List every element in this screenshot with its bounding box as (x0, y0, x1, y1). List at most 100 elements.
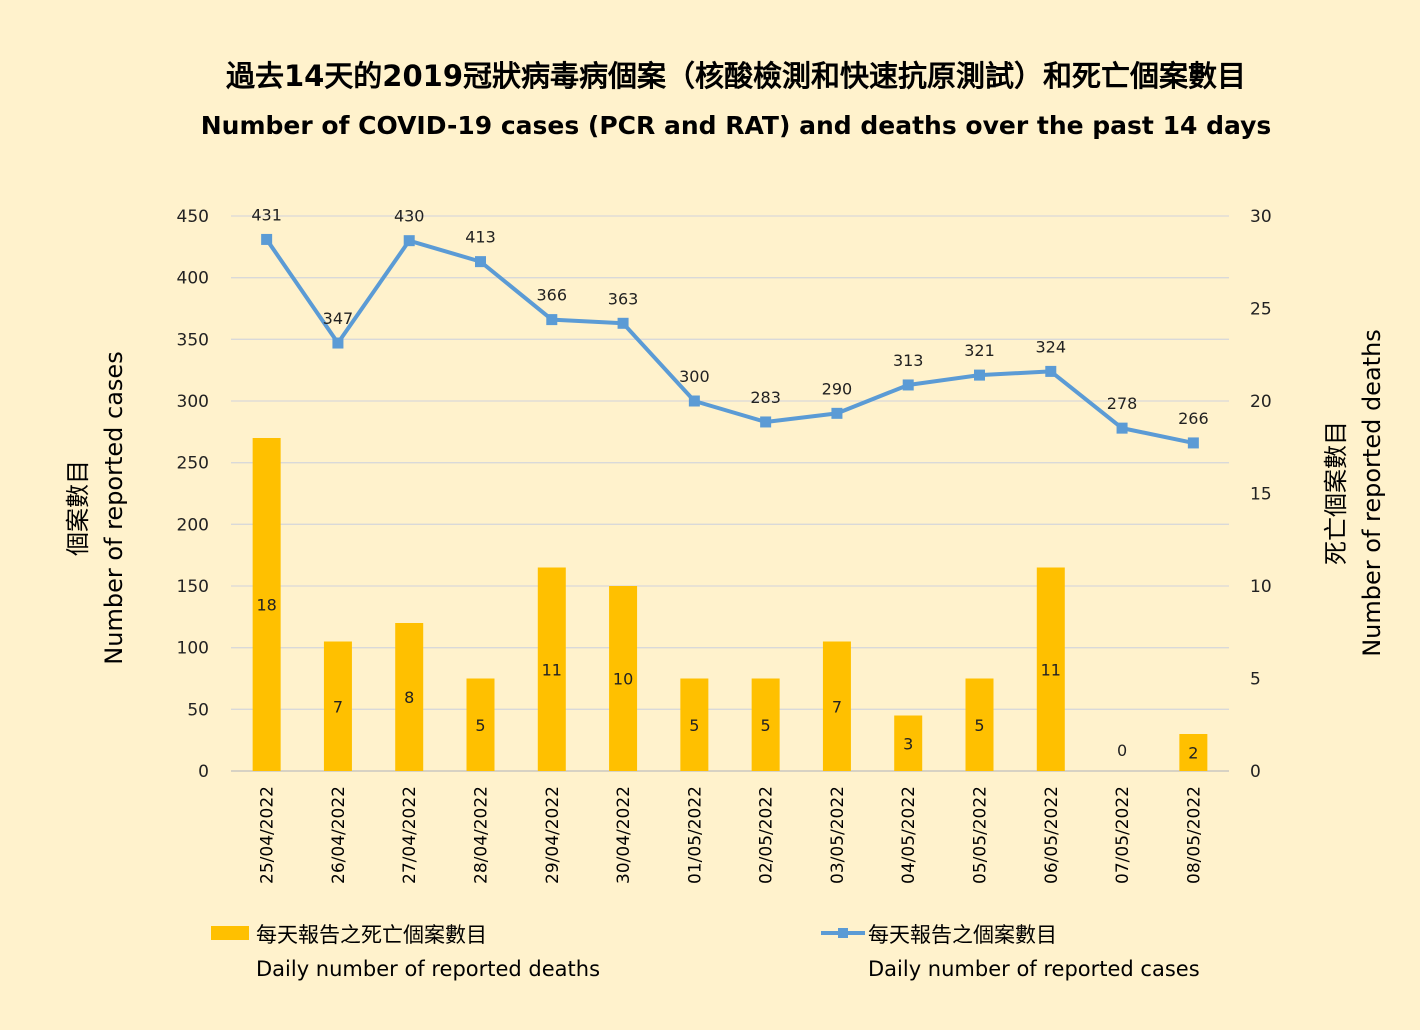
death-bar (466, 678, 495, 771)
x-tick-label: 29/04/2022 (543, 786, 563, 884)
death-bar (894, 715, 923, 771)
death-bar (609, 586, 638, 771)
death-bar-label: 8 (404, 688, 414, 707)
death-bar-label: 18 (256, 596, 276, 615)
death-bar-label: 5 (761, 716, 771, 735)
death-bar (680, 678, 709, 771)
x-tick-label: 04/05/2022 (899, 786, 919, 884)
cases-marker (974, 369, 985, 381)
x-axis-ticks: 25/04/2022 26/04/2022 27/04/2022 28/04/2022… (258, 786, 1205, 884)
right-tick-label: 0 (1250, 762, 1261, 782)
x-tick-label: 02/05/2022 (757, 786, 777, 884)
death-bar-label: 0 (1117, 741, 1127, 760)
left-tick-label: 100 (177, 639, 209, 659)
right-tick-label: 25 (1250, 300, 1272, 320)
cases-marker (1187, 437, 1199, 449)
cases-point-label: 283 (750, 388, 781, 407)
cases-point-label: 430 (394, 207, 425, 226)
cases-point-label: 300 (679, 367, 710, 386)
cases-point-label: 266 (1178, 409, 1209, 428)
cases-marker (617, 317, 629, 329)
legend-deaths-swatch (211, 926, 249, 940)
death-bar (323, 641, 352, 771)
cases-marker (760, 416, 772, 428)
cases-line-labels: 431 347 430 413 366 363 300 283 290 313 321 324 278 2… (251, 205, 1208, 427)
legend-cases-marker (838, 928, 848, 938)
cases-marker (403, 235, 415, 247)
x-tick-label: 26/04/2022 (329, 786, 349, 884)
death-bar (751, 678, 780, 771)
death-bar (252, 438, 281, 771)
gridlines (231, 215, 1229, 772)
cases-point-label: 431 (251, 205, 282, 224)
legend-cases-en: Daily number of reported cases (868, 957, 1200, 981)
x-tick-label: 08/05/2022 (1184, 786, 1204, 884)
left-axis-label-en: Number of reported cases (100, 351, 128, 664)
right-axis-label-zh: 死亡個案數目 (1322, 421, 1350, 565)
cases-marker (1116, 422, 1128, 434)
x-tick-label: 03/05/2022 (828, 786, 848, 884)
x-tick-label: 25/04/2022 (258, 786, 278, 884)
left-tick-label: 450 (177, 207, 209, 227)
cases-marker (831, 407, 843, 419)
chart-title: 過去14天的2019冠狀病毒病個案（核酸檢測和快速抗原測試）和死亡個案數目 (226, 59, 1246, 93)
left-tick-label: 350 (177, 330, 209, 350)
right-axis-label-en: Number of reported deaths (1358, 329, 1386, 657)
cases-line (261, 233, 1199, 449)
death-bar (537, 567, 566, 771)
death-bar-label: 11 (542, 660, 562, 679)
death-bar-label: 3 (903, 734, 913, 753)
cases-marker (261, 233, 273, 245)
left-tick-label: 150 (177, 577, 209, 597)
legend: 每天報告之死亡個案數目 Daily number of reported dea… (211, 923, 1200, 981)
right-tick-label: 30 (1250, 207, 1272, 227)
right-tick-label: 5 (1250, 670, 1261, 690)
left-tick-label: 250 (177, 454, 209, 474)
cases-polyline (264, 238, 1194, 445)
left-axis-ticks: 0 50 100 150 200 250 300 350 400 450 (177, 207, 209, 782)
legend-cases-zh: 每天報告之個案數目 (868, 923, 1057, 947)
x-tick-label: 27/04/2022 (400, 786, 420, 884)
x-tick-label: 30/04/2022 (614, 786, 634, 884)
death-bar (1179, 734, 1208, 771)
death-bar-label: 5 (475, 716, 485, 735)
right-axis-ticks: 0 5 10 15 20 25 30 (1250, 207, 1272, 782)
legend-deaths-zh: 每天報告之死亡個案數目 (256, 923, 487, 947)
right-tick-label: 15 (1250, 485, 1272, 505)
x-tick-label: 28/04/2022 (472, 786, 492, 884)
left-axis-label-zh: 個案數目 (64, 460, 92, 556)
chart-subtitle: Number of COVID-19 cases (PCR and RAT) a… (201, 111, 1272, 140)
cases-point-label: 347 (323, 309, 354, 328)
death-bar-label: 7 (333, 697, 343, 716)
left-tick-label: 400 (177, 269, 209, 289)
right-axis-title: 死亡個案數目 Number of reported deaths (1322, 329, 1386, 657)
cases-point-label: 278 (1107, 394, 1138, 413)
death-bar (395, 623, 424, 771)
death-bar (965, 678, 994, 771)
cases-marker (332, 337, 344, 349)
death-bar (1036, 567, 1065, 771)
cases-marker (546, 314, 558, 326)
x-tick-label: 05/05/2022 (971, 786, 991, 884)
x-tick-label: 01/05/2022 (685, 786, 705, 884)
death-bar-label: 10 (613, 670, 633, 689)
legend-deaths-en: Daily number of reported deaths (256, 957, 600, 981)
x-tick-label: 06/05/2022 (1042, 786, 1062, 884)
cases-point-label: 413 (465, 228, 496, 247)
death-bar (822, 641, 851, 771)
cases-point-label: 366 (537, 286, 568, 305)
death-bar-label: 5 (689, 716, 699, 735)
cases-marker (902, 379, 914, 391)
death-bars (252, 438, 1208, 771)
left-tick-label: 200 (177, 515, 209, 535)
death-bar-label: 5 (974, 716, 984, 735)
cases-point-label: 313 (893, 351, 924, 370)
death-bar-label: 7 (832, 697, 842, 716)
death-bar-label: 2 (1188, 744, 1198, 763)
left-tick-label: 0 (198, 762, 209, 782)
cases-point-label: 321 (964, 341, 995, 360)
x-tick-label: 07/05/2022 (1113, 786, 1133, 884)
death-bar-label: 11 (1041, 660, 1061, 679)
right-tick-label: 20 (1250, 392, 1272, 412)
